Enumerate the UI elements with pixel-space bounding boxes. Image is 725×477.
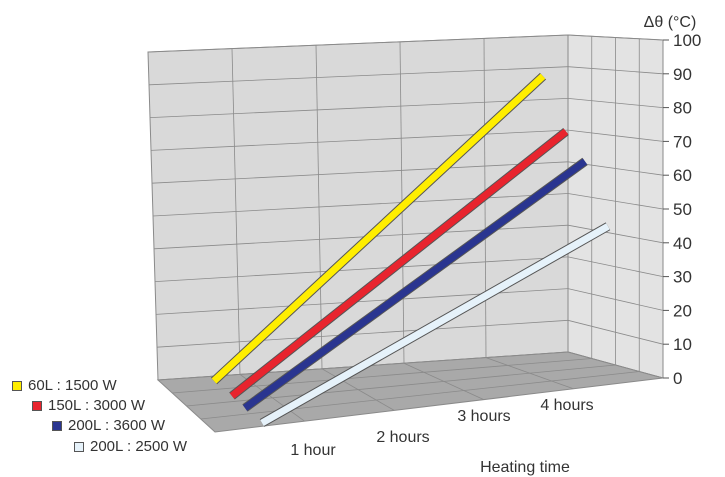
gridline (148, 66, 569, 86)
series-line-4 (260, 223, 610, 427)
x-tick-label: 3 hours (457, 408, 510, 425)
gridline (200, 371, 640, 420)
gridline (154, 256, 569, 282)
x-tick-label: 4 hours (540, 397, 593, 414)
legend-item: 60L : 1500 W (12, 377, 117, 395)
gridline (152, 193, 569, 217)
gridline (156, 319, 569, 348)
x-axis-ticks: 1 hour 2 hours 3 hours 4 hours (290, 397, 593, 459)
x-axis-label: Heating time (480, 459, 570, 476)
legend-item: 200L : 3600 W (52, 417, 165, 435)
y-tick-label: 40 (673, 234, 692, 253)
gridline (403, 362, 484, 400)
y-tick-label: 30 (673, 268, 692, 287)
series-line-3 (242, 158, 588, 411)
y-tick-label: 90 (673, 65, 692, 84)
gridline (150, 129, 569, 151)
legend-label: 150L : 3000 W (48, 397, 146, 414)
gridline (485, 357, 574, 390)
gridline (151, 161, 569, 184)
legend-swatch (52, 421, 62, 432)
y-axis-ticks: 0 10 20 30 40 50 60 70 80 90 100 (663, 31, 701, 388)
legend-label: 200L : 3600 W (68, 417, 166, 434)
gridline (231, 48, 241, 375)
x-tick-label: 1 hour (290, 442, 336, 459)
legend-label: 60L : 1500 W (28, 377, 117, 394)
gridline (149, 98, 569, 118)
legend-swatch (32, 401, 42, 412)
y-tick-label: 50 (673, 200, 692, 219)
y-tick-label: 100 (673, 31, 701, 50)
y-tick-label: 70 (673, 132, 692, 151)
series-line-2 (229, 128, 569, 399)
y-tick-label: 80 (673, 99, 692, 118)
gridline (315, 45, 323, 369)
legend-item: 150L : 3000 W (32, 397, 145, 415)
y-tick-label: 20 (673, 301, 692, 320)
y-tick-label: 60 (673, 166, 692, 185)
legend-label: 200L : 2500 W (90, 438, 188, 455)
y-tick-label: 0 (673, 369, 682, 388)
y-axis-label: Δθ (°C) (644, 14, 697, 31)
series-line-1 (211, 73, 546, 384)
x-tick-label: 2 hours (376, 429, 429, 446)
series-group (210, 72, 611, 427)
legend-swatch (74, 442, 84, 453)
gridline (321, 368, 395, 411)
y-tick-label: 10 (673, 335, 692, 354)
legend-swatch (12, 381, 22, 392)
legend-item: 200L : 2500 W (74, 438, 187, 456)
gridline (147, 34, 569, 53)
